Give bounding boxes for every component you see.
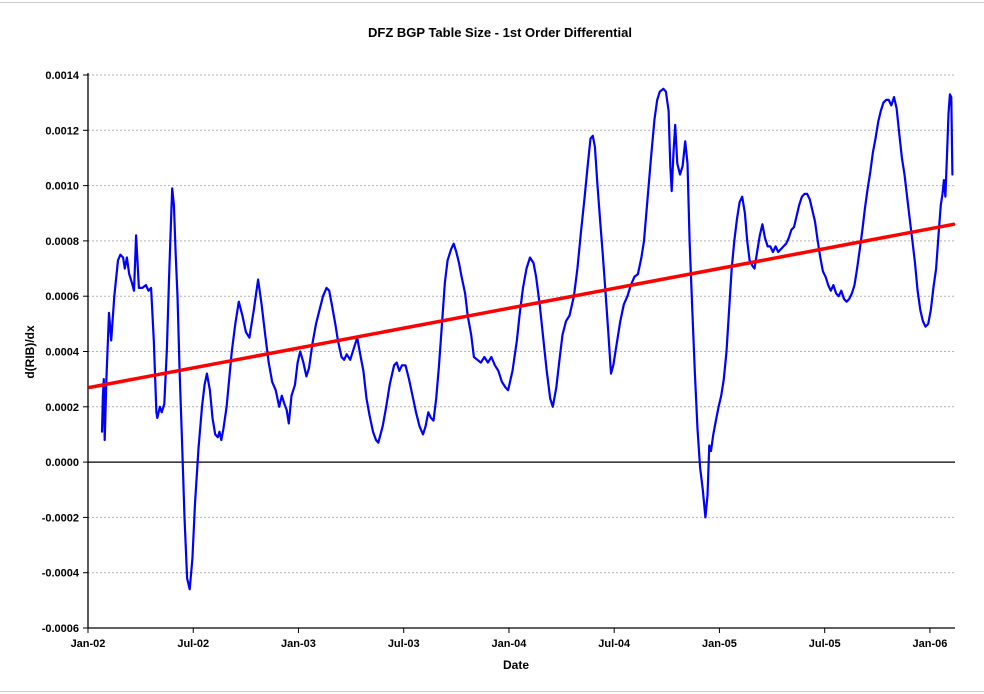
y-tick-label: 0.0002: [45, 402, 79, 414]
bottom-hairline: [0, 691, 984, 692]
x-tick-label: Jul-04: [598, 638, 631, 650]
x-tick-label: Jul-05: [809, 638, 841, 650]
y-tick-label: 0.0010: [45, 181, 79, 193]
y-tick-label: 0.0004: [45, 347, 80, 359]
y-tick-label: 0.0012: [45, 125, 79, 137]
y-tick-label: -0.0006: [42, 623, 79, 635]
y-axis-label: d(RIB)/dx: [23, 325, 37, 379]
axes: [83, 73, 955, 633]
x-tick-label: Jan-02: [71, 638, 106, 650]
chart-title: DFZ BGP Table Size - 1st Order Different…: [368, 25, 632, 40]
trend-line: [88, 222, 956, 390]
y-tick-label: 0.0000: [45, 457, 79, 469]
x-tick-label: Jan-03: [281, 638, 316, 650]
x-tick-label: Jan-05: [702, 638, 737, 650]
x-axis-label: Date: [503, 658, 529, 672]
y-tick-label: 0.0008: [45, 236, 79, 248]
x-tick-label: Jan-06: [912, 638, 947, 650]
y-tick-label: 0.0014: [45, 70, 80, 82]
gridlines: [88, 74, 955, 629]
x-tick-label: Jul-03: [388, 638, 420, 650]
differential-series-line: [100, 87, 954, 591]
tick-labels: -0.0006 -0.0004 -0.0002 0.0000 0.0002 0.0004 0…: [42, 70, 948, 650]
y-tick-label: 0.0006: [45, 291, 79, 303]
top-hairline: [0, 2, 984, 3]
y-tick-label: -0.0002: [42, 512, 79, 524]
x-tick-label: Jan-04: [492, 638, 528, 650]
x-tick-label: Jul-02: [177, 638, 209, 650]
y-tick-label: -0.0004: [42, 568, 80, 580]
data-series: [88, 87, 956, 591]
